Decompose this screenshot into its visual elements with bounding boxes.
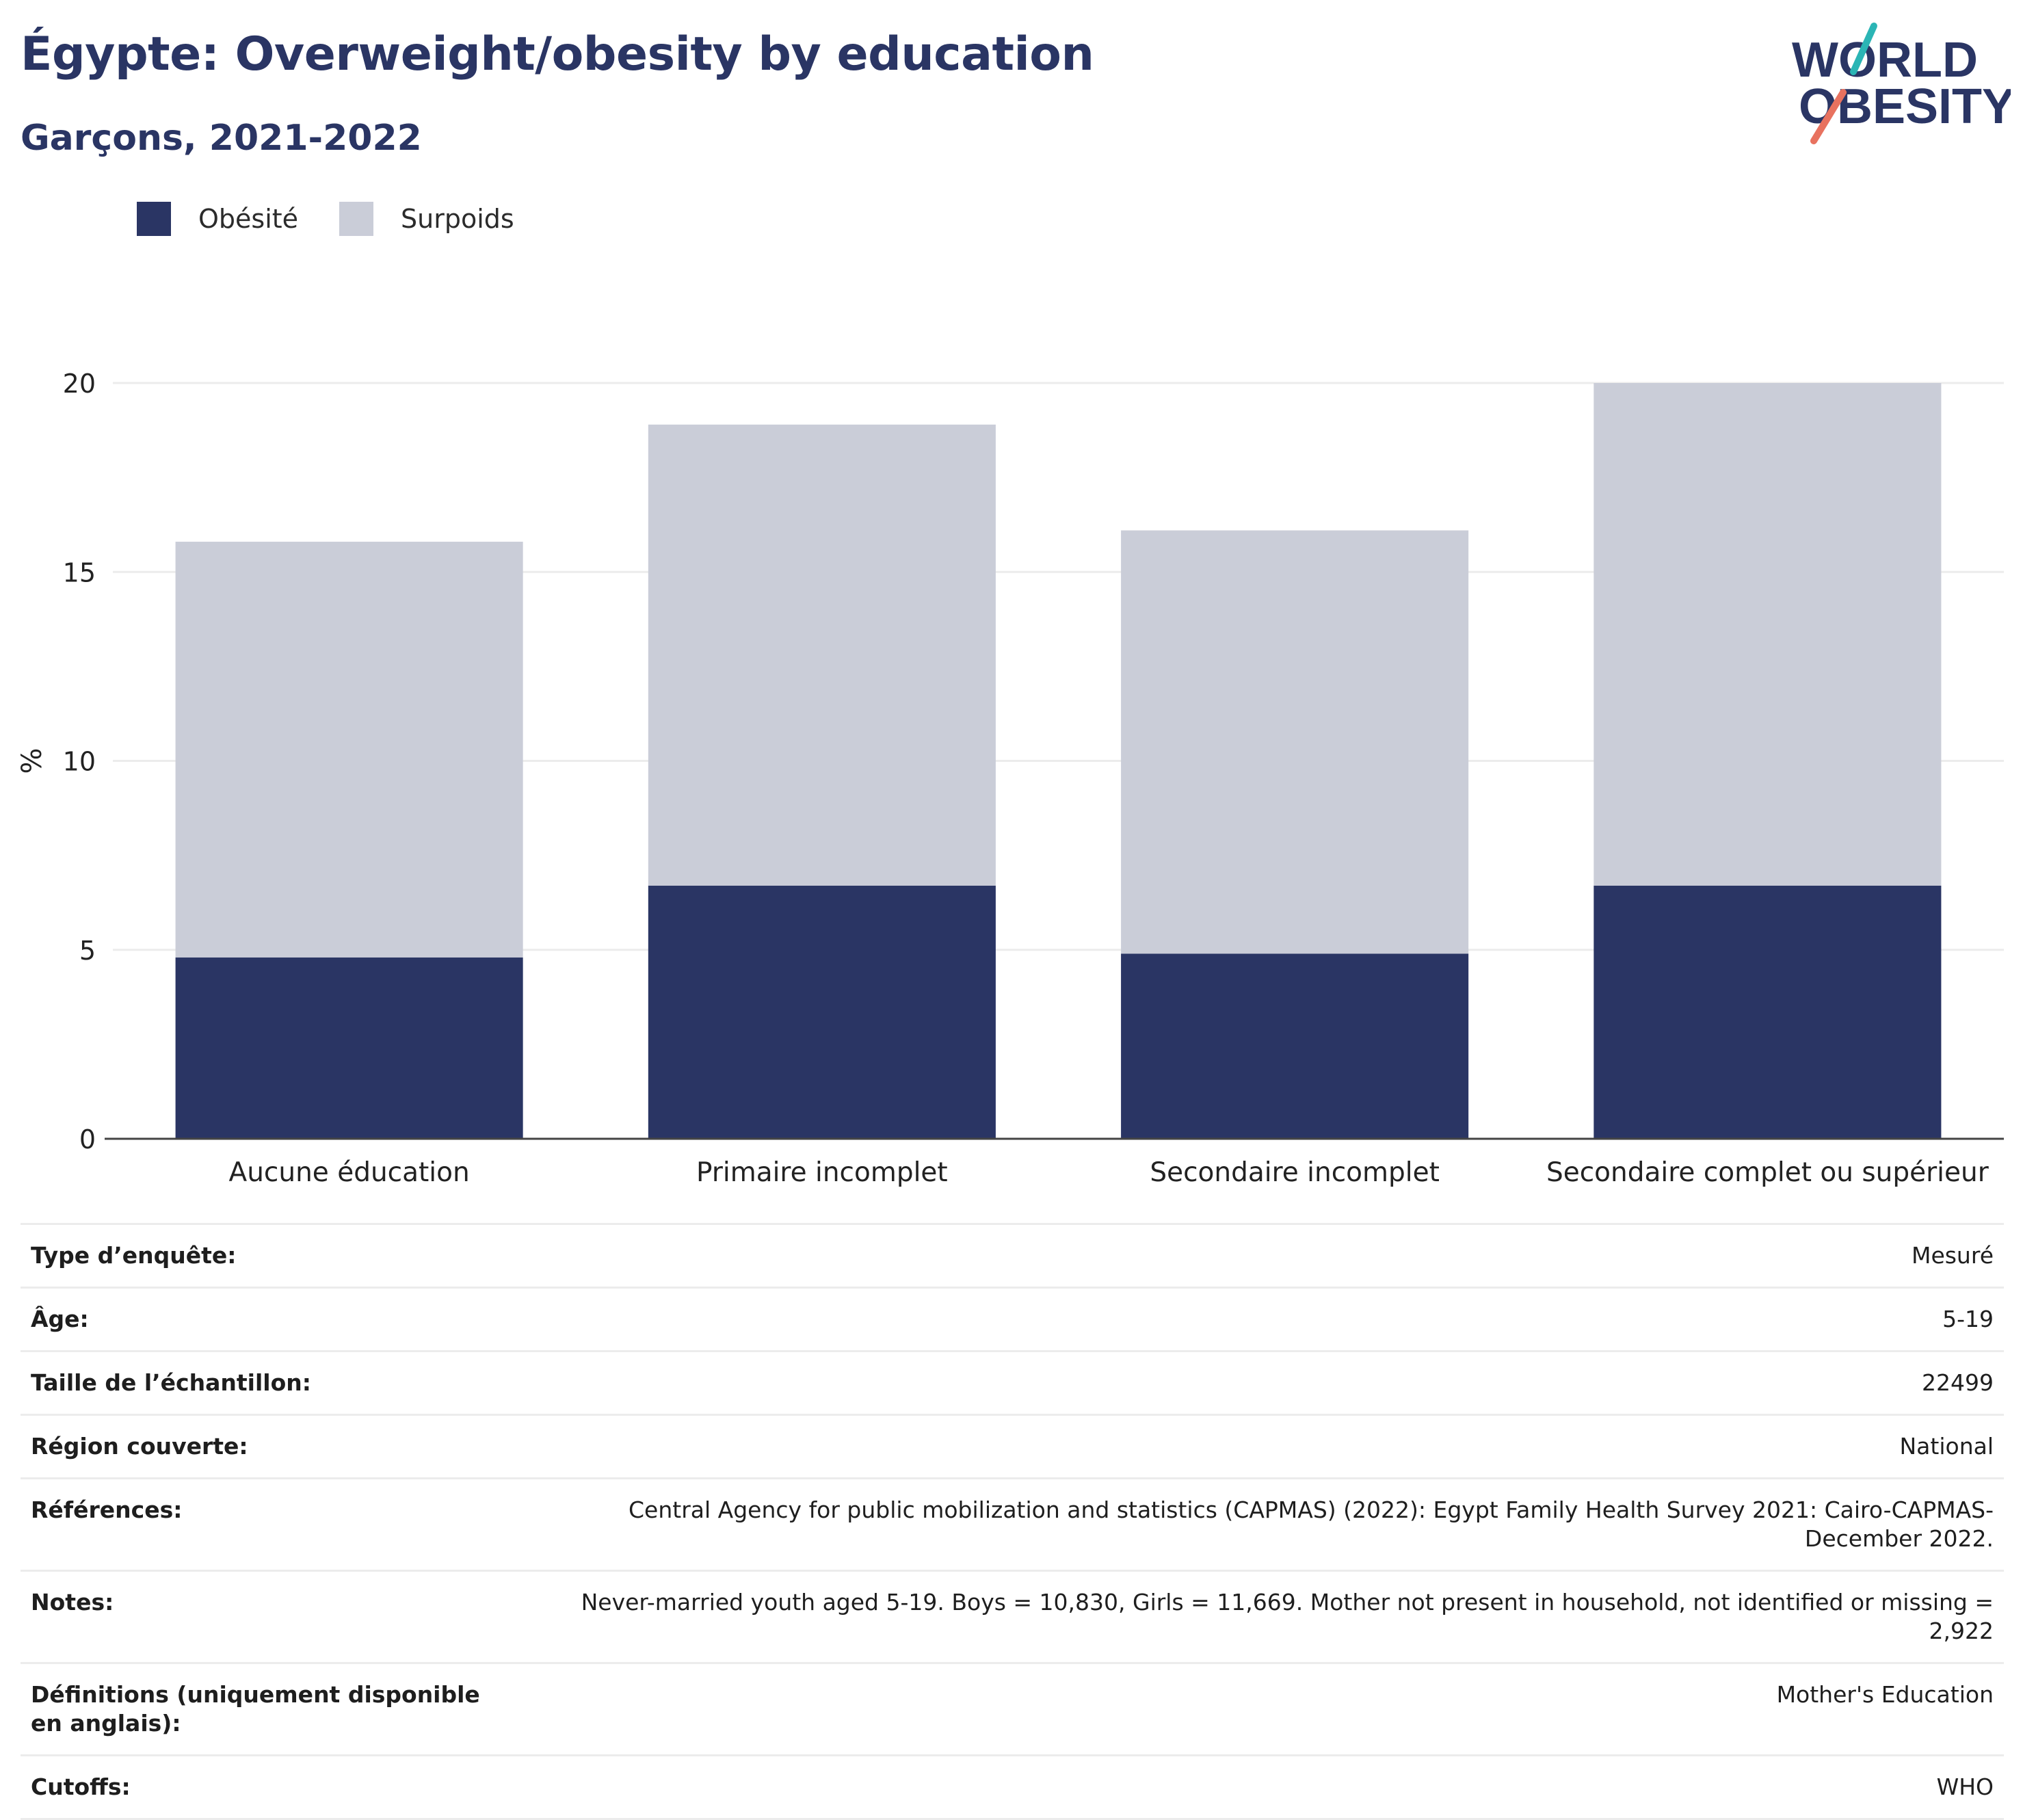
bar-obesity	[1121, 953, 1469, 1139]
y-tick-label: 0	[79, 1124, 96, 1155]
survey-info-table: Type d’enquête: Mesuré Âge: 5-19 Taille de l…	[21, 1223, 2004, 1820]
info-label: Références:	[31, 1496, 183, 1523]
bar-obesity	[1594, 885, 1942, 1139]
info-label: Région couverte:	[31, 1433, 248, 1460]
info-row: Définitions (uniquement disponible en an…	[21, 1663, 2004, 1756]
info-value: Never-married youth aged 5-19. Boys = 10…	[581, 1589, 1994, 1644]
x-tick-label: Secondaire incomplet	[1150, 1157, 1440, 1188]
info-row: Âge: 5-19	[21, 1287, 2004, 1351]
info-label: Type d’enquête:	[31, 1242, 237, 1269]
info-label: Définitions (uniquement disponible en an…	[31, 1681, 480, 1737]
logo-word-world: WORLD	[1792, 33, 1978, 88]
bar-overweight	[1594, 383, 1942, 886]
info-value: 5-19	[1942, 1306, 1994, 1332]
x-tick-label: Aucune éducation	[229, 1157, 470, 1188]
info-value: Central Agency for public mobilization a…	[629, 1496, 1994, 1552]
info-row: Taille de l’échantillon: 22499	[21, 1351, 2004, 1415]
bar-overweight	[1121, 530, 1469, 954]
legend-label-overweight: Surpoids	[401, 204, 514, 234]
info-value: 22499	[1922, 1369, 1994, 1396]
info-label: Taille de l’échantillon:	[31, 1369, 311, 1396]
y-tick-label: 5	[79, 936, 96, 966]
chart-subtitle: Garçons, 2021-2022	[21, 118, 422, 159]
logo-teal-slash	[1850, 23, 1877, 75]
info-value: National	[1899, 1433, 1994, 1460]
x-tick-label: Primaire incomplet	[696, 1157, 948, 1188]
legend-item-obesity[interactable]: Obésité	[137, 202, 298, 236]
info-value: WHO	[1936, 1773, 1994, 1800]
y-tick-label: 10	[63, 747, 96, 777]
info-row: Cutoffs: WHO	[21, 1755, 2004, 1819]
chart-title: Égypte: Overweight/obesity by education	[21, 27, 1094, 81]
logo-coral-slash	[1810, 89, 1847, 144]
info-value: Mother's Education	[1776, 1681, 1994, 1708]
legend-swatch-overweight	[339, 202, 374, 236]
info-row: Type d’enquête: Mesuré	[21, 1224, 2004, 1288]
info-value: Mesuré	[1911, 1242, 1994, 1269]
legend-swatch-obesity	[137, 202, 171, 236]
y-tick-label: 15	[63, 557, 96, 588]
world-obesity-logo: WORLD OBESITY	[1792, 23, 2011, 144]
info-label: Âge:	[31, 1306, 89, 1332]
info-row: Région couverte: National	[21, 1414, 2004, 1479]
bar-obesity	[648, 885, 996, 1139]
bar-overweight	[648, 424, 996, 886]
y-tick-label: 20	[63, 369, 96, 399]
info-label: Notes:	[31, 1589, 114, 1615]
info-row: Références: Central Agency for public mob…	[21, 1478, 2004, 1571]
x-tick-label: Secondaire complet ou supérieur	[1546, 1157, 1989, 1188]
info-label: Cutoffs:	[31, 1773, 131, 1800]
chart-legend: Obésité Surpoids	[137, 202, 555, 236]
y-axis-title: %	[16, 748, 48, 774]
legend-label-obesity: Obésité	[198, 204, 299, 234]
stacked-bar-chart: 0 5 10 15 20% Aucune éducation Primaire incomp…	[16, 369, 2004, 1188]
bar-obesity	[175, 957, 523, 1139]
legend-item-overweight[interactable]: Surpoids	[339, 202, 514, 236]
info-row: Notes: Never-married youth aged 5-19. Boy…	[21, 1570, 2004, 1663]
bar-overweight	[175, 542, 523, 958]
